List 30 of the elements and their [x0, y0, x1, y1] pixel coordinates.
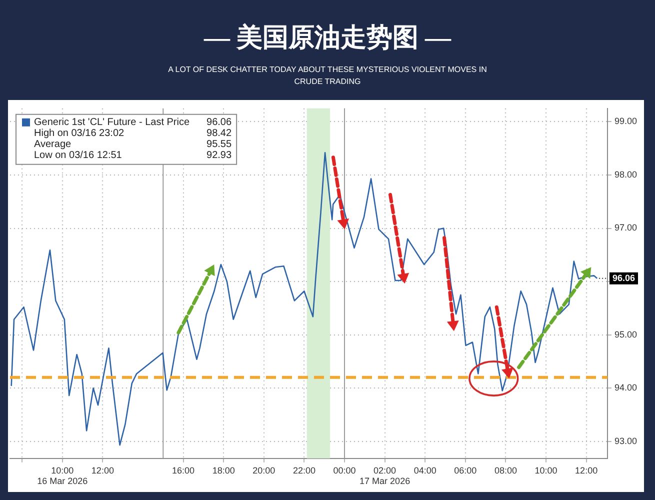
y-tick-label: 98.00: [614, 169, 638, 180]
x-tick-label: 06:00: [454, 465, 477, 476]
y-tick-label: 99.00: [614, 116, 638, 126]
x-tick-label: 16:00: [172, 465, 195, 476]
x-tick-label: 20:00: [252, 465, 276, 476]
annotation: Low on 03/16 12:51: [34, 150, 122, 162]
x-tick-label: 00:00: [333, 465, 356, 476]
x-tick-label: 10:00: [534, 465, 558, 476]
x-tick-label: 04:00: [414, 465, 436, 476]
x-tick-label: 12:00: [575, 465, 598, 476]
chart-title: — 美国原油走势图 —: [202, 22, 452, 54]
x-tick-label: 02:00 17 Mar 2026: [360, 465, 410, 486]
x-tick-label: 12:00: [91, 465, 114, 476]
y-tick-label: 97.00: [614, 222, 638, 233]
y-tick-label: 95.00: [614, 329, 638, 340]
annotation: 92.93: [206, 150, 232, 162]
x-tick-label: 08:00: [494, 465, 517, 476]
annotation: High on 03/16 23:02: [34, 128, 125, 140]
annotation: Average: [34, 139, 72, 150]
annotation: 96.06: [612, 272, 636, 283]
y-tick-label: 94.00: [614, 382, 638, 393]
y-tick-label: 93.00: [614, 436, 638, 446]
annotation: 96.06: [206, 117, 232, 128]
annotation: 95.55: [206, 139, 232, 150]
x-tick-label: 10:00 16 Mar 2026: [37, 465, 88, 486]
chart-subtitle: A LOT OF DESK CHATTER TODAY ABOUT THESE MYSTERIOUS VIOLENT MOVES IN CRUDE TRADING: [167, 64, 488, 88]
x-tick-label: 18:00: [212, 465, 235, 476]
legend-label: Generic 1st 'CL' Future - Last Price: [34, 117, 190, 128]
x-tick-label: 22:00: [292, 465, 316, 476]
annotation: 98.42: [206, 128, 232, 140]
